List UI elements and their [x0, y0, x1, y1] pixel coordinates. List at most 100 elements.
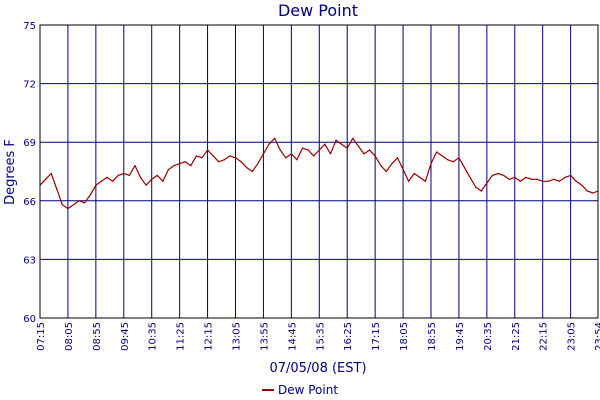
data-point	[324, 143, 326, 145]
data-point	[212, 155, 214, 157]
x-axis-label: 07/05/08 (EST)	[269, 361, 366, 376]
data-point	[50, 172, 52, 175]
data-point	[408, 180, 410, 182]
y-tick-label: 75	[23, 21, 36, 32]
data-point	[307, 149, 309, 151]
data-point	[346, 147, 348, 149]
data-point	[56, 188, 58, 190]
data-point	[413, 172, 415, 175]
data-point	[335, 139, 337, 141]
x-tick-label: 14:45	[287, 322, 298, 351]
y-tick-label: 63	[23, 255, 36, 266]
y-tick-label: 69	[23, 138, 36, 149]
legend: Dew Point	[262, 383, 338, 397]
data-point	[72, 204, 75, 206]
data-point	[123, 172, 125, 175]
data-point	[234, 157, 237, 159]
data-point	[100, 180, 103, 182]
data-point	[402, 168, 404, 171]
data-point	[419, 176, 421, 178]
data-point	[497, 172, 499, 175]
data-point	[447, 159, 449, 161]
data-point	[179, 163, 181, 165]
data-point	[547, 180, 549, 182]
series-layer	[39, 137, 599, 210]
data-point	[195, 155, 197, 157]
data-point	[251, 170, 253, 173]
x-tick-label: 22:15	[539, 322, 550, 351]
data-point	[61, 204, 63, 206]
data-point	[452, 161, 454, 163]
data-point	[536, 178, 538, 180]
x-tick-label: 15:35	[315, 322, 326, 351]
data-point	[368, 149, 371, 151]
x-tick-label: 09:45	[120, 322, 131, 351]
data-point	[240, 161, 242, 163]
chart-title: Dew Point	[278, 1, 358, 20]
data-point	[508, 178, 510, 180]
data-point	[441, 155, 443, 157]
data-point	[246, 166, 248, 169]
data-point	[480, 190, 482, 192]
data-point	[424, 180, 427, 182]
data-point	[117, 174, 119, 177]
data-point	[396, 157, 399, 159]
data-point	[184, 161, 186, 163]
data-point	[223, 159, 225, 161]
data-point	[285, 157, 287, 159]
data-point	[78, 200, 80, 202]
data-point	[206, 149, 209, 151]
data-point	[329, 153, 332, 155]
data-point	[268, 143, 270, 145]
x-tick-label: 18:05	[399, 322, 410, 351]
data-point	[463, 166, 466, 169]
x-tick-label: 17:15	[371, 322, 382, 351]
data-point	[134, 165, 136, 167]
x-tick-label: 11:25	[176, 322, 187, 351]
x-tick-label: 08:55	[92, 322, 103, 351]
x-tick-label: 13:05	[231, 322, 242, 351]
data-point	[475, 186, 477, 188]
data-point	[156, 174, 158, 177]
data-point	[106, 176, 108, 178]
data-point	[357, 145, 359, 147]
data-point	[84, 202, 86, 204]
data-point	[273, 137, 276, 139]
data-point	[296, 159, 298, 161]
data-point	[519, 180, 521, 182]
y-axis-ticks: 60 63 66 69 72 75	[23, 21, 36, 325]
data-point	[592, 192, 594, 194]
data-point	[564, 176, 566, 178]
data-point	[385, 170, 387, 173]
data-point	[145, 184, 147, 186]
x-tick-label: 12:15	[204, 322, 215, 351]
data-point	[89, 194, 91, 196]
data-point	[151, 178, 153, 180]
legend-label: Dew Point	[278, 383, 338, 397]
data-point	[139, 176, 142, 178]
data-point	[469, 176, 471, 178]
data-point	[570, 174, 572, 177]
data-point	[542, 180, 544, 182]
x-tick-label: 07:15	[36, 322, 47, 351]
data-point	[229, 155, 231, 157]
x-tick-label: 23:05	[567, 322, 578, 351]
data-point	[318, 149, 320, 151]
x-tick-label: 16:25	[343, 322, 354, 351]
y-axis-label: Degrees F	[3, 139, 18, 205]
x-tick-label: 23:54	[594, 322, 600, 351]
plot-frame	[39, 24, 599, 319]
data-point	[575, 180, 577, 182]
grid	[39, 24, 599, 319]
data-point	[257, 163, 259, 165]
data-point	[363, 153, 365, 155]
data-point	[190, 165, 192, 167]
data-point	[313, 155, 315, 157]
data-point	[44, 178, 47, 180]
y-tick-label: 60	[23, 314, 36, 325]
x-tick-label: 13:55	[259, 322, 270, 351]
x-axis-ticks: 07:15 08:05 08:55 09:45 10:35 11:25 12:15 13:05…	[36, 322, 600, 351]
data-point	[352, 137, 354, 139]
